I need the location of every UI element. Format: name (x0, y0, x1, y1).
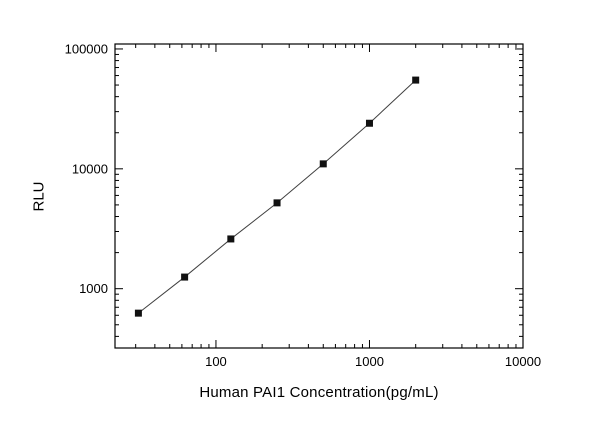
data-point-marker (181, 273, 189, 281)
data-point-marker (273, 199, 281, 207)
y-tick-labels: 1000 10000 100000 (65, 41, 108, 296)
data-point-marker (319, 160, 327, 168)
y-tick-label: 10000 (72, 161, 108, 176)
x-tick-label: 10000 (505, 354, 541, 369)
axis-ticks (115, 44, 524, 348)
x-tick-label: 1000 (355, 354, 384, 369)
x-tick-label: 100 (205, 354, 227, 369)
y-tick-label: 1000 (79, 281, 108, 296)
x-tick-labels: 100 1000 10000 (205, 354, 541, 369)
x-axis-title: Human PAI1 Concentration(pg/mL) (199, 384, 439, 401)
y-tick-label: 100000 (65, 41, 108, 56)
data-point-marker (227, 235, 235, 243)
data-point-marker (134, 309, 142, 317)
plot-frame (114, 43, 524, 349)
curve-line (138, 79, 417, 314)
data-points (134, 76, 420, 317)
data-point-marker (412, 76, 420, 84)
data-point-marker (365, 119, 373, 127)
y-axis-title: RLU (30, 181, 48, 212)
